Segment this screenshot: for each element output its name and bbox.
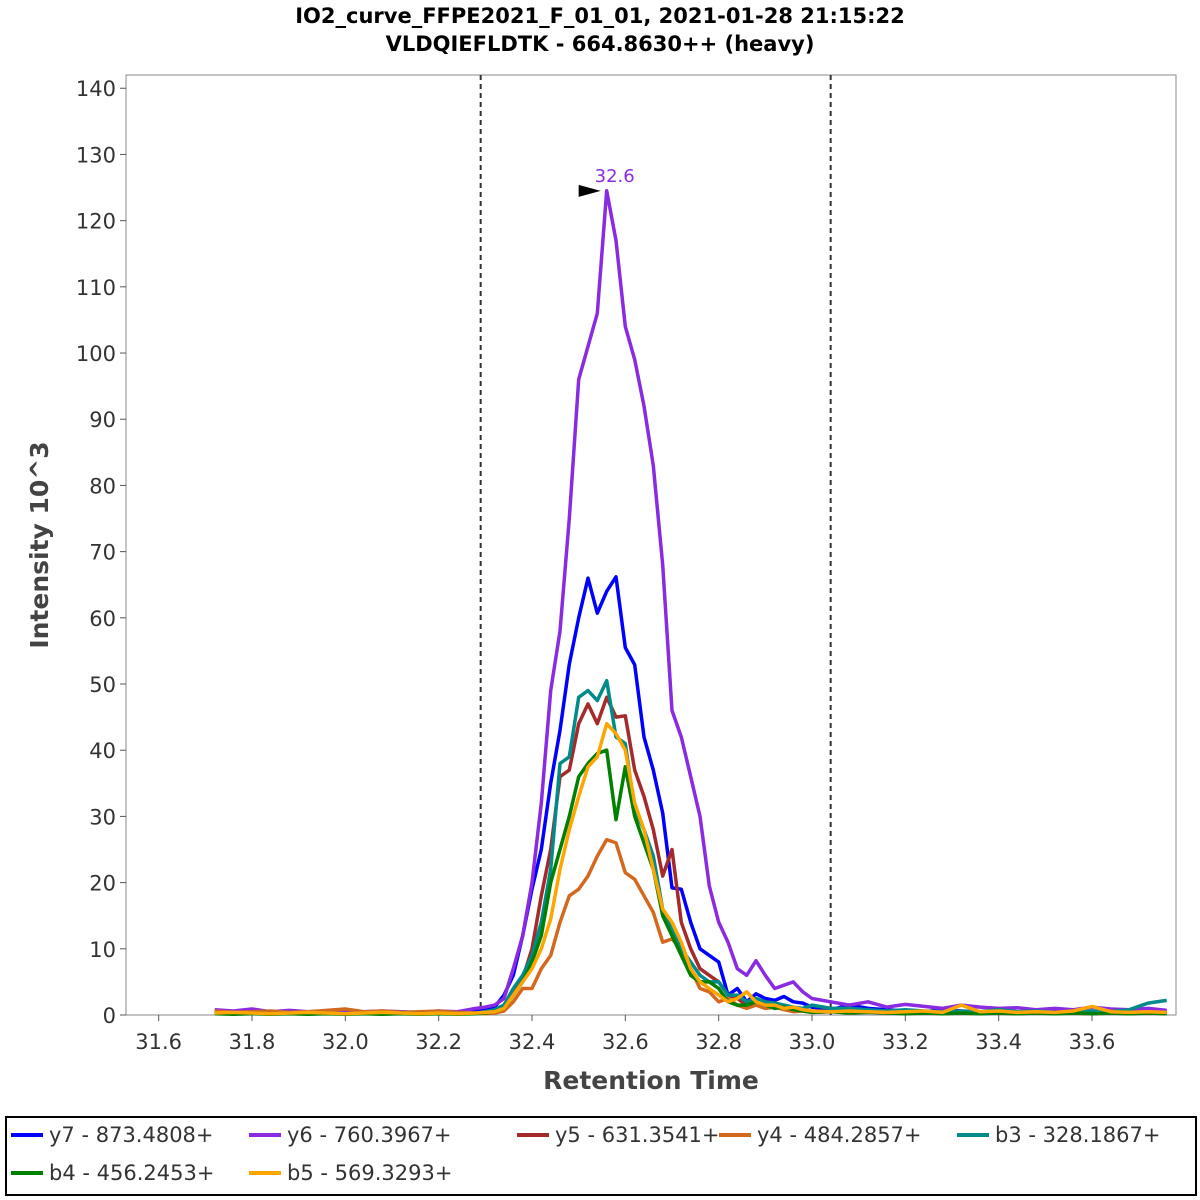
legend-swatch bbox=[11, 1133, 43, 1137]
legend-item: b5 - 569.3293+ bbox=[249, 1158, 452, 1188]
legend-item: y5 - 631.3541+ bbox=[517, 1120, 720, 1150]
x-tick-label: 33.0 bbox=[789, 1030, 836, 1054]
x-tick-label: 31.6 bbox=[135, 1030, 182, 1054]
legend-item: y6 - 760.3967+ bbox=[249, 1120, 452, 1150]
y-tick-label: 80 bbox=[89, 474, 116, 498]
legend-item: b4 - 456.2453+ bbox=[11, 1158, 214, 1188]
y-tick-label: 140 bbox=[76, 77, 116, 101]
chart-title-block: IO2_curve_FFPE2021_F_01_01, 2021-01-28 2… bbox=[0, 2, 1200, 58]
x-tick-label: 33.4 bbox=[975, 1030, 1022, 1054]
plot-area bbox=[125, 74, 1177, 1016]
legend-label: b3 - 328.1867+ bbox=[995, 1123, 1161, 1147]
legend-swatch bbox=[11, 1171, 43, 1175]
y-tick-label: 100 bbox=[76, 342, 116, 366]
y-tick-label: 60 bbox=[89, 607, 116, 631]
y-tick-label: 70 bbox=[89, 541, 116, 565]
legend-swatch bbox=[957, 1133, 989, 1137]
y-tick-label: 10 bbox=[89, 938, 116, 962]
legend-item: y4 - 484.2857+ bbox=[719, 1120, 922, 1150]
peak-arrow-icon bbox=[578, 184, 601, 197]
y-tick-label: 20 bbox=[89, 872, 116, 896]
x-tick-label: 32.6 bbox=[602, 1030, 649, 1054]
chromatogram-chart: 0 10 20 30 40 50 60 70 80 90 100 110 120 130 140 31.6 31… bbox=[25, 74, 1177, 1095]
x-tick-label: 33.2 bbox=[882, 1030, 929, 1054]
peak-label: 32.6 bbox=[595, 166, 635, 187]
chart-title: IO2_curve_FFPE2021_F_01_01, 2021-01-28 2… bbox=[295, 4, 905, 28]
legend-swatch bbox=[719, 1133, 751, 1137]
legend-label: y5 - 631.3541+ bbox=[555, 1123, 720, 1147]
y-tick-label: 50 bbox=[89, 673, 116, 697]
chart-legend: y7 - 873.4808+ y6 - 760.3967+ y5 - 631.354… bbox=[5, 1116, 1197, 1196]
y-axis-label: Intensity 10^3 bbox=[25, 441, 54, 648]
y-tick-label: 130 bbox=[76, 143, 116, 167]
legend-item: y7 - 873.4808+ bbox=[11, 1120, 214, 1150]
x-tick-label: 33.6 bbox=[1069, 1030, 1116, 1054]
x-tick-label: 32.4 bbox=[509, 1030, 556, 1054]
y-tick-label: 110 bbox=[76, 276, 116, 300]
series-line bbox=[214, 721, 1167, 1016]
x-tick-label: 31.8 bbox=[229, 1030, 276, 1054]
x-tick-label: 32.2 bbox=[415, 1030, 462, 1054]
x-tick-label: 32.8 bbox=[695, 1030, 742, 1054]
legend-label: b4 - 456.2453+ bbox=[49, 1161, 215, 1185]
legend-swatch bbox=[249, 1171, 281, 1175]
x-tick-label: 32.0 bbox=[322, 1030, 369, 1054]
legend-item: b3 - 328.1867+ bbox=[957, 1120, 1160, 1150]
y-tick-label: 30 bbox=[89, 805, 116, 829]
y-tick-label: 120 bbox=[76, 210, 116, 234]
chart-subtitle: VLDQIEFLDTK - 664.8630++ (heavy) bbox=[385, 32, 815, 56]
legend-swatch bbox=[517, 1133, 549, 1137]
legend-label: y6 - 760.3967+ bbox=[287, 1123, 452, 1147]
legend-label: b5 - 569.3293+ bbox=[287, 1161, 453, 1185]
legend-label: y7 - 873.4808+ bbox=[49, 1123, 214, 1147]
y-tick-label: 40 bbox=[89, 739, 116, 763]
legend-swatch bbox=[249, 1133, 281, 1137]
y-tick-label: 90 bbox=[89, 408, 116, 432]
legend-label: y4 - 484.2857+ bbox=[757, 1123, 922, 1147]
y-tick-label: 0 bbox=[103, 1004, 116, 1028]
x-axis-label: Retention Time bbox=[543, 1066, 759, 1095]
